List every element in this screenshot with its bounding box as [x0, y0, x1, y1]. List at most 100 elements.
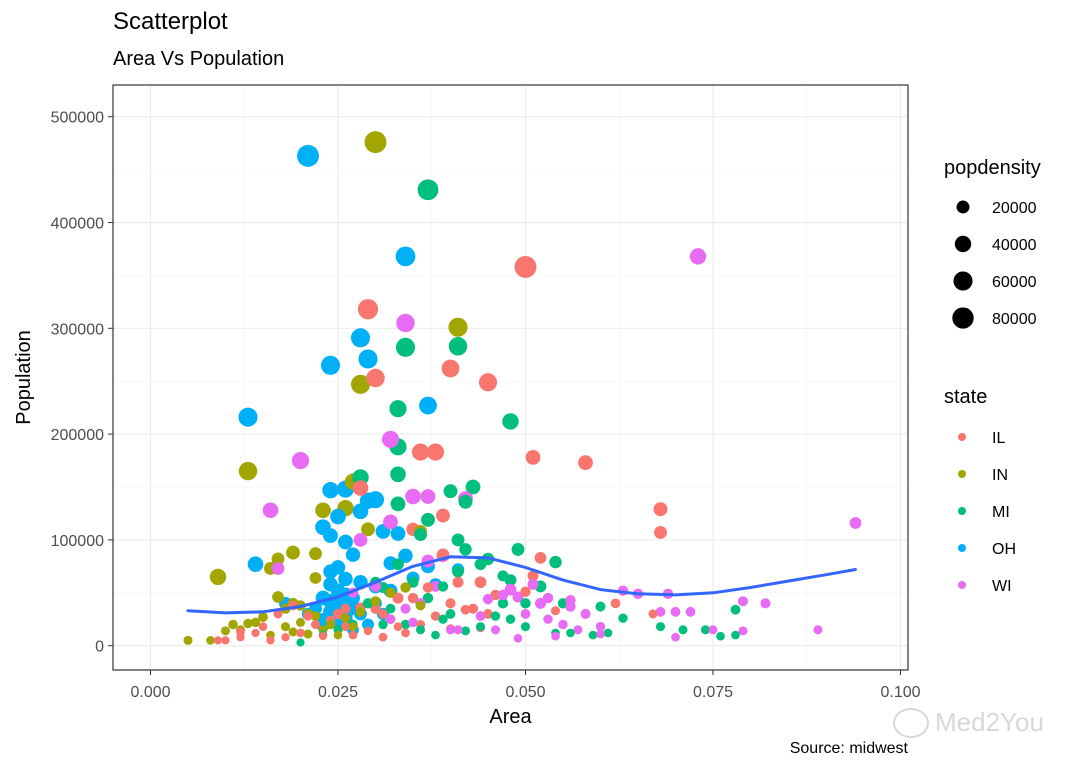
data-point-mi	[460, 626, 471, 636]
data-point-il	[654, 526, 667, 539]
data-point-mi	[588, 630, 598, 640]
data-point-wi	[385, 614, 396, 624]
data-point-in	[400, 582, 411, 593]
color-legend-title: state	[944, 386, 987, 408]
data-point-il	[258, 622, 268, 631]
data-point-mi	[459, 543, 472, 556]
data-point-il	[363, 626, 373, 636]
data-point-wi	[291, 451, 310, 470]
data-point-il	[441, 359, 460, 378]
data-point-wi	[551, 631, 560, 641]
data-point-in	[288, 627, 298, 637]
data-point-wi	[813, 625, 823, 635]
x-tick-label: 0.025	[318, 684, 358, 701]
data-point-il	[411, 443, 430, 461]
data-point-in	[258, 612, 268, 622]
data-point-il	[281, 633, 290, 642]
data-point-in	[333, 630, 343, 640]
wechat-icon	[893, 707, 929, 738]
data-point-mi	[421, 512, 435, 527]
data-point-mi	[390, 496, 406, 512]
data-point-oh	[247, 556, 264, 573]
size-legend-label: 40000	[992, 237, 1037, 254]
data-point-il	[460, 604, 471, 615]
data-point-mi	[603, 628, 613, 638]
data-point-il	[393, 622, 403, 631]
data-point-il	[348, 630, 358, 640]
smooth-trend-line	[186, 555, 857, 615]
data-point-wi	[383, 514, 398, 530]
data-point-il	[430, 611, 441, 621]
data-point-il	[653, 502, 668, 517]
data-point-il	[550, 606, 561, 616]
size-legend-key	[956, 200, 970, 214]
data-point-mi	[595, 601, 606, 612]
data-point-il	[468, 603, 478, 614]
data-point-wi	[565, 594, 576, 606]
data-point-oh	[350, 328, 371, 348]
data-point-wi	[453, 625, 463, 635]
data-point-oh	[320, 355, 341, 375]
data-point-wi	[353, 532, 368, 547]
data-point-oh	[419, 396, 437, 415]
data-point-wi	[527, 578, 539, 590]
color-legend: state IL IN MI OH WI	[944, 386, 1016, 595]
data-point-il	[422, 582, 434, 593]
data-point-il	[648, 609, 658, 619]
chart-subtitle: Area Vs Population	[113, 48, 285, 70]
size-legend-label: 80000	[992, 311, 1037, 328]
data-point-wi	[520, 609, 531, 619]
color-legend-key-oh	[958, 544, 966, 552]
data-point-wi	[580, 608, 591, 619]
data-point-il	[303, 611, 313, 621]
data-point-in	[280, 622, 291, 632]
data-point-in	[355, 606, 366, 617]
data-point-in	[183, 635, 193, 645]
data-point-mi	[437, 581, 449, 592]
data-point-wi	[400, 603, 411, 614]
data-point-mi	[385, 603, 396, 614]
data-point-wi	[482, 593, 494, 605]
data-point-wi	[497, 589, 509, 601]
data-point-wi	[596, 629, 605, 639]
data-point-in	[309, 572, 322, 584]
data-point-il	[401, 628, 410, 638]
data-point-wi	[271, 562, 285, 575]
y-tick-label: 400000	[51, 216, 104, 233]
data-point-il	[378, 609, 388, 619]
color-legend-label: MI	[992, 504, 1010, 521]
data-point-in	[415, 600, 426, 611]
data-point-mi	[296, 638, 305, 647]
data-point-mi	[400, 619, 411, 630]
data-point-mi	[378, 619, 388, 630]
data-point-mi	[475, 622, 486, 632]
data-point-wi	[512, 591, 524, 603]
data-point-mi	[520, 598, 531, 609]
data-point-wi	[405, 488, 421, 505]
data-point-mi	[445, 609, 456, 619]
y-tick-label: 500000	[51, 110, 104, 127]
data-point-il	[221, 636, 230, 645]
data-point-in	[340, 613, 351, 623]
data-point-mi	[465, 479, 481, 495]
color-legend-key-il	[958, 433, 966, 441]
data-point-il	[366, 368, 385, 388]
data-point-oh	[358, 349, 378, 369]
data-point-mi	[700, 625, 711, 635]
data-point-oh	[330, 508, 346, 525]
data-point-mi	[502, 413, 519, 430]
data-point-il	[426, 443, 445, 461]
data-point-mi	[451, 533, 465, 547]
data-point-wi	[655, 606, 666, 617]
data-point-mi	[438, 614, 448, 624]
data-point-wi	[408, 617, 418, 628]
data-point-in	[385, 587, 396, 598]
data-point-oh	[345, 547, 361, 562]
data-point-il	[474, 576, 487, 589]
data-point-oh	[395, 246, 416, 267]
data-point-in	[370, 596, 381, 607]
data-point-il	[578, 455, 593, 471]
data-point-mi	[390, 466, 406, 483]
data-point-wi	[685, 606, 696, 617]
